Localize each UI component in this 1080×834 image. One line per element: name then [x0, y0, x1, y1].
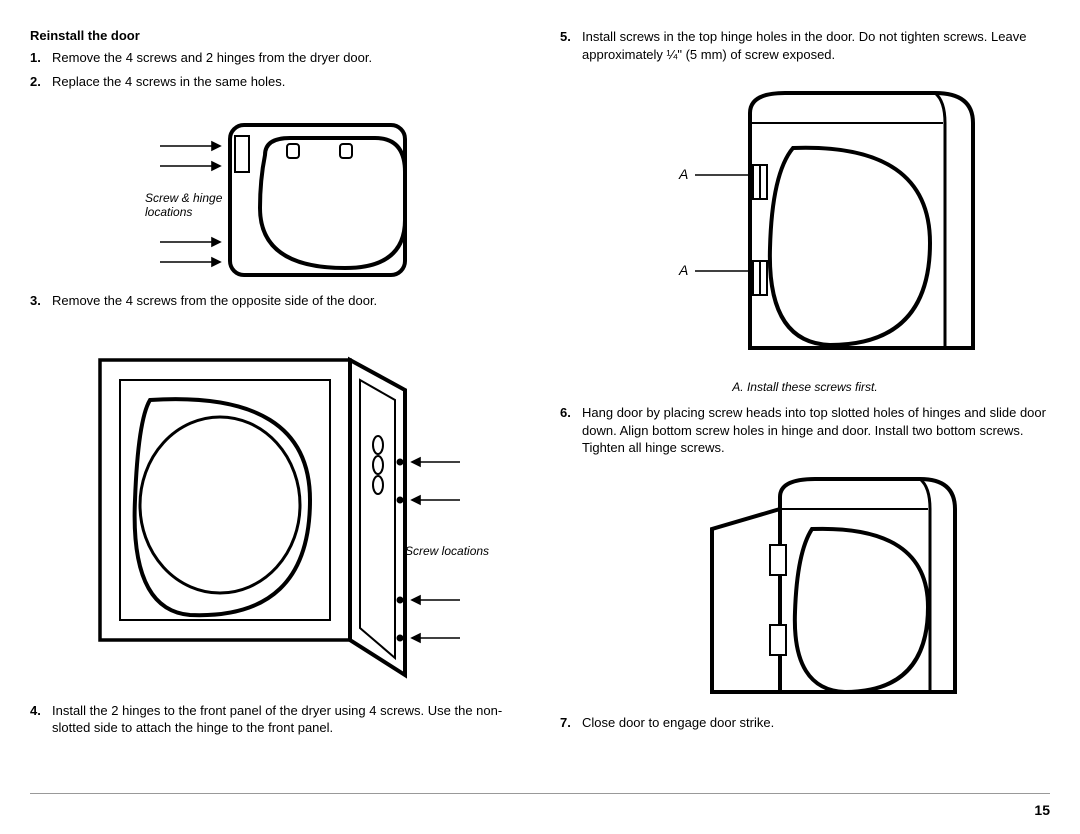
step-5: Install screws in the top hinge holes in… [560, 28, 1050, 63]
step-3: Remove the 4 screws from the opposite si… [30, 292, 520, 310]
left-column: Reinstall the door Remove the 4 screws a… [30, 28, 520, 743]
step-2: Replace the 4 screws in the same holes. [30, 73, 520, 91]
step-4: Install the 2 hinges to the front panel … [30, 702, 520, 737]
step-7: Close door to engage door strike. [560, 714, 1050, 732]
left-step-list-2: Remove the 4 screws from the opposite si… [30, 292, 520, 310]
section-title: Reinstall the door [30, 28, 520, 43]
fig-a-caption: A. Install these screws first. [560, 380, 1050, 394]
figure-door-open: Screw locations [30, 320, 520, 690]
fig2-caption: Screw locations [405, 544, 489, 558]
left-step-list: Remove the 4 screws and 2 hinges from th… [30, 49, 520, 90]
figure-dryer-hinge-a: A A [560, 73, 1050, 368]
page-number: 15 [1034, 802, 1050, 818]
footer-divider [30, 793, 1050, 794]
right-step-list-3: Close door to engage door strike. [560, 714, 1050, 732]
figure-door-panel: Screw & hinge locations [30, 100, 520, 280]
step-1: Remove the 4 screws and 2 hinges from th… [30, 49, 520, 67]
right-column: Install screws in the top hinge holes in… [560, 28, 1050, 743]
label-a-2: A [678, 262, 688, 278]
left-step-list-3: Install the 2 hinges to the front panel … [30, 702, 520, 737]
fig1-caption-line1: Screw & hinge [145, 191, 223, 205]
right-step-list-2: Hang door by placing screw heads into to… [560, 404, 1050, 457]
figure-door-hang [560, 467, 1050, 702]
label-a-1: A [678, 166, 688, 182]
right-step-list: Install screws in the top hinge holes in… [560, 28, 1050, 63]
fig1-caption-line2: locations [145, 205, 192, 219]
step-6: Hang door by placing screw heads into to… [560, 404, 1050, 457]
